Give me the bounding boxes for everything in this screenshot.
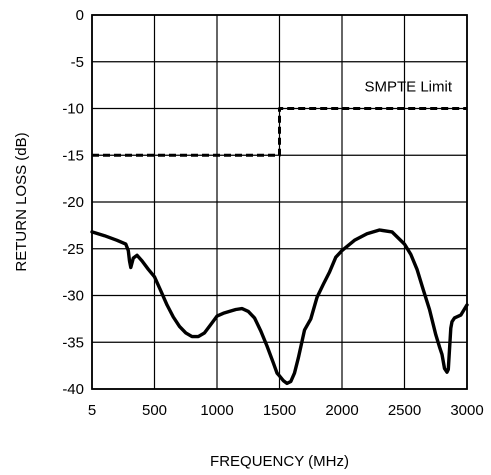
- x-tick-labels: 5 500 1000 1500 2000 2500 3000: [88, 402, 484, 419]
- x-axis-label: FREQUENCY (MHz): [210, 453, 349, 470]
- x-tick-label: 2000: [325, 402, 358, 419]
- x-tick-label: 2500: [388, 402, 421, 419]
- y-tick-label: -15: [62, 147, 84, 164]
- x-tick-label: 1000: [200, 402, 233, 419]
- y-tick-labels: 0 -5 -10 -15 -20 -25 -30 -35 -40: [62, 7, 84, 398]
- annotations: SMPTE Limit: [365, 79, 453, 96]
- y-tick-label: -40: [62, 381, 84, 398]
- y-tick-label: -5: [71, 54, 84, 71]
- x-tick-label: 1500: [263, 402, 296, 419]
- y-tick-label: -30: [62, 288, 84, 305]
- y-tick-label: -20: [62, 194, 84, 211]
- x-tick-label: 500: [142, 402, 167, 419]
- return-loss-curve: [90, 228, 469, 386]
- y-axis-label: RETURN LOSS (dB): [13, 132, 30, 271]
- x-tick-label: 3000: [450, 402, 483, 419]
- y-tick-label: -10: [62, 101, 84, 118]
- plot-frame: [91, 14, 468, 390]
- y-tick-label: -35: [62, 334, 84, 351]
- series-layer: [90, 107, 469, 386]
- y-tick-label: 0: [76, 7, 84, 24]
- smpte-limit-line: [92, 107, 467, 157]
- y-tick-label: -25: [62, 241, 84, 258]
- smpte-limit-annotation: SMPTE Limit: [365, 79, 453, 96]
- x-tick-label: 5: [88, 402, 96, 419]
